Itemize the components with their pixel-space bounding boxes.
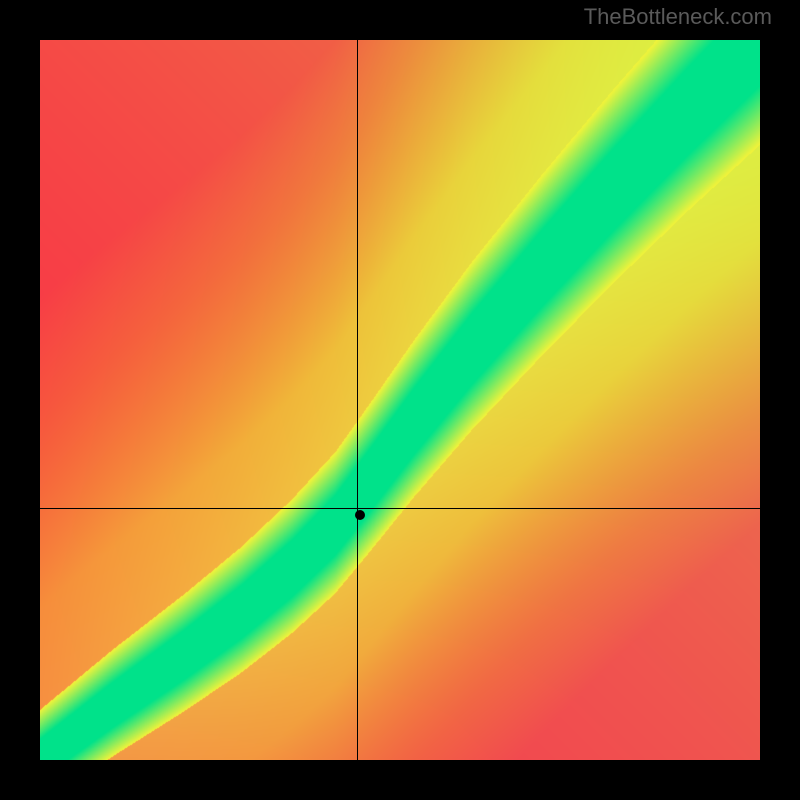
heatmap-canvas — [40, 40, 760, 760]
data-point-marker — [355, 510, 365, 520]
plot-area — [40, 40, 760, 760]
watermark-text: TheBottleneck.com — [584, 4, 772, 30]
crosshair-vertical — [357, 40, 358, 760]
crosshair-horizontal — [40, 508, 760, 509]
chart-container: TheBottleneck.com — [0, 0, 800, 800]
